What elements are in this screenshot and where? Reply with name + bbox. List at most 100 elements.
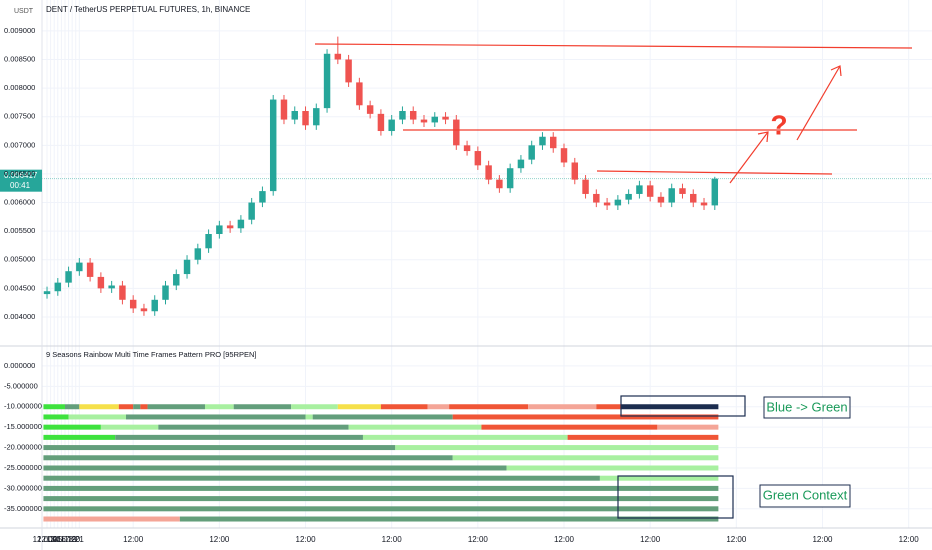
trend-segment: [380, 404, 428, 410]
arrow-head: [830, 65, 842, 77]
trend-segment: [481, 424, 658, 430]
candle-body: [453, 119, 460, 146]
candle-body: [517, 159, 525, 169]
resistance-line: [596, 170, 833, 175]
candle-body: [377, 113, 385, 132]
trend-segment: [599, 475, 719, 481]
x-tick-label: 13: [46, 535, 55, 544]
x-tick-label: 12:00: [382, 535, 403, 544]
annotation-text: Green Context: [763, 487, 848, 502]
candle-body: [140, 308, 148, 312]
candle-body: [582, 179, 589, 194]
y-tick-label: 0.004500: [4, 283, 35, 292]
chart-title: DENT / TetherUS PERPETUAL FUTURES, 1h, B…: [46, 5, 250, 14]
trend-segment: [337, 404, 381, 410]
arrow-line: [796, 65, 841, 141]
y-tick-label: -15.000000: [4, 422, 42, 431]
trend-segment: [596, 404, 622, 410]
trend-segment: [305, 414, 313, 420]
y-tick-label: 0.005500: [4, 226, 35, 235]
candle-body: [248, 202, 255, 220]
candle-body: [485, 165, 492, 180]
trend-segment: [115, 434, 363, 440]
candle-body: [54, 282, 62, 292]
candle-body: [269, 99, 277, 192]
candle-body: [528, 145, 535, 160]
trend-segment: [348, 424, 482, 430]
price-tag-box: [0, 169, 42, 192]
candle-body: [119, 285, 126, 300]
x-tick-label: 12:00: [899, 535, 920, 544]
candle-body: [313, 108, 320, 126]
candle-body: [690, 193, 697, 203]
trend-segment: [506, 465, 719, 471]
x-tick-label: 12:00: [296, 535, 317, 544]
indicator-title: 9 Seasons Rainbow Multi Time Frames Patt…: [46, 350, 257, 359]
candle-body: [539, 136, 546, 146]
y-tick-label: 0.009000: [4, 26, 35, 35]
y-tick-label: 0.008000: [4, 83, 35, 92]
x-tick-label: 21: [75, 535, 84, 544]
candle-body: [409, 110, 417, 120]
candle-body: [420, 119, 428, 123]
trend-segment: [158, 424, 349, 430]
trend-segment: [43, 434, 116, 440]
trend-segment: [621, 404, 719, 410]
trend-segment: [657, 424, 719, 430]
x-tick-label: 20: [71, 535, 80, 544]
trend-segment: [147, 404, 205, 410]
candle-body: [571, 162, 579, 180]
candle-body: [603, 202, 611, 206]
candle-body: [226, 225, 234, 229]
candle-body: [65, 271, 72, 283]
trend-segment: [118, 404, 134, 410]
trend-segment: [291, 404, 338, 410]
trend-segment: [312, 414, 453, 420]
x-tick-label: 17: [61, 535, 70, 544]
candle-body: [442, 116, 449, 120]
annotation-text: Blue -> Green: [766, 399, 847, 414]
candle-body: [129, 299, 137, 309]
x-tick-label: 12:00: [468, 535, 489, 544]
candle-body: [625, 193, 632, 200]
y-tick-label: 0.005000: [4, 255, 35, 264]
candle-body: [399, 110, 406, 120]
trend-segment: [395, 445, 719, 451]
trend-segment: [43, 516, 180, 522]
trend-segment: [126, 414, 306, 420]
candle-body: [646, 185, 654, 197]
y-tick-label: 0.008500: [4, 54, 35, 63]
candle-body: [388, 119, 395, 132]
candle-body: [356, 82, 363, 106]
x-tick-label: 19: [68, 535, 77, 544]
annotation-box: [759, 484, 851, 508]
candle-body: [506, 168, 514, 189]
arrow-line: [729, 131, 769, 184]
y-tick-label: 0.007000: [4, 140, 35, 149]
candle-body: [474, 151, 482, 166]
candle-body: [700, 202, 708, 206]
candle-body: [550, 136, 557, 149]
candle-body: [151, 299, 158, 312]
trend-segment: [43, 506, 719, 512]
candle-body: [291, 110, 298, 120]
candle-body: [97, 276, 105, 289]
candle-body: [679, 188, 686, 194]
trend-segment: [100, 424, 159, 430]
candle-body: [108, 285, 115, 289]
x-tick-label: 12:00: [554, 535, 575, 544]
price-tag-label: 0.006417: [4, 171, 38, 180]
candle-body: [668, 188, 675, 203]
x-tick-label: 12:00: [123, 535, 144, 544]
trend-segment: [427, 404, 450, 410]
candle-body: [323, 53, 331, 109]
trend-segment: [43, 465, 507, 471]
x-tick-label: 12.0001: [33, 535, 62, 544]
candle-body: [614, 199, 622, 206]
highlight-box: [617, 475, 734, 519]
y-tick-label: 0.007500: [4, 112, 35, 121]
currency-label: USDT: [14, 8, 34, 15]
candle-body: [43, 291, 51, 295]
x-tick-label: 12:00: [640, 535, 661, 544]
candle-body: [593, 193, 600, 203]
